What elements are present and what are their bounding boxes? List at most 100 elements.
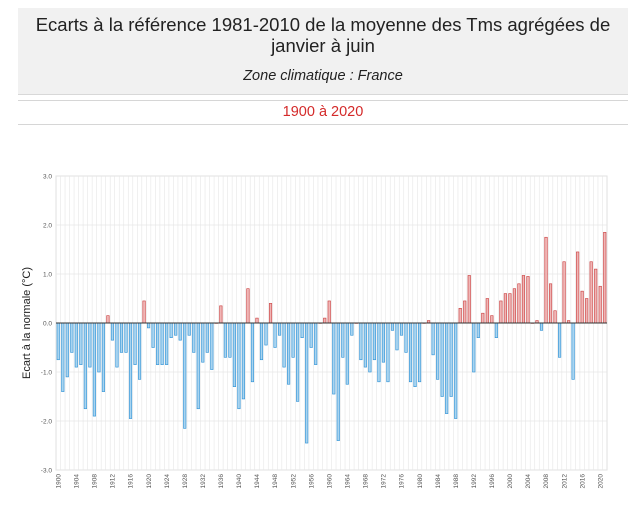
bar-1939 [232,322,236,388]
bar-1942 [246,288,250,324]
bar-1938 [228,322,232,358]
bar-1978 [408,322,413,383]
bar-2011 [558,322,562,358]
chart-title: Ecarts à la référence 1981-2010 de la mo… [35,14,611,56]
bar-1936 [219,305,223,324]
bar-1962 [336,322,340,441]
y-tick-label: -1.0 [41,369,53,376]
bar-1983 [431,322,435,356]
bar-1917 [133,322,137,365]
bar-2010 [553,310,557,324]
bar-1910 [101,322,105,392]
bar-1903 [70,322,74,353]
bar-1997 [494,322,498,338]
x-tick-label: 1996 [489,474,496,489]
x-tick-label: 1968 [363,474,370,489]
bar-1924 [165,322,169,365]
bar-2016 [580,290,584,324]
bar-1977 [404,322,408,353]
x-tick-label: 1936 [218,474,225,489]
bar-1980 [418,322,422,383]
x-tick-label: 2012 [561,474,568,489]
x-tick-label: 1940 [236,474,243,489]
bar-1989 [458,307,462,324]
bar-1911 [106,315,110,324]
x-tick-label: 1984 [435,474,442,489]
bar-1959 [323,317,327,324]
bar-1955 [305,322,309,444]
x-tick-label: 1980 [417,474,424,489]
bar-1933 [205,322,209,353]
bar-1986 [445,322,449,414]
chart-header: Ecarts à la référence 1981-2010 de la mo… [18,8,628,95]
bar-1915 [124,322,128,353]
bar-1952 [291,322,295,358]
bar-1925 [169,322,173,338]
bar-1975 [395,322,399,351]
bar-1902 [65,322,69,378]
bar-1973 [386,322,390,383]
bar-1908 [92,322,96,417]
bar-1937 [223,322,227,358]
x-tick-label: 2000 [507,474,514,489]
bar-2001 [512,288,516,324]
bar-2015 [576,251,580,324]
bar-1901 [61,322,65,392]
bar-1912 [110,322,115,341]
bar-1971 [377,322,381,383]
y-axis-title: Ecart à la normale (°C) [21,267,33,379]
bar-1985 [440,322,444,397]
bar-1916 [128,322,133,419]
bar-1920 [147,322,151,329]
bar-1904 [74,322,78,368]
x-tick-label: 1956 [308,474,315,489]
x-tick-label: 1992 [471,474,478,489]
y-tick-label: 3.0 [43,173,52,180]
x-tick-label: 2020 [597,474,604,489]
bar-1994 [481,312,485,324]
bar-1919 [142,300,146,324]
x-tick-label: 1916 [128,474,135,489]
bar-2019 [594,268,598,324]
bar-1969 [368,322,372,373]
bar-1990 [463,300,467,324]
x-tick-label: 1944 [254,474,261,489]
bar-1948 [273,322,277,348]
bar-1929 [187,322,191,336]
bar-1906 [83,322,87,410]
bar-1943 [250,322,255,383]
bar-1927 [178,322,182,341]
bar-2007 [539,322,544,331]
bar-2000 [508,293,512,324]
bar-1913 [115,322,119,368]
bar-1928 [183,322,187,429]
bar-1918 [137,322,142,380]
period-divider-top [18,100,628,101]
bar-1921 [151,322,155,348]
bar-1968 [363,322,367,368]
bar-1960 [327,300,331,324]
bar-2002 [517,283,521,324]
bar-2004 [526,276,530,324]
bar-1907 [88,322,92,368]
bar-layer [56,232,607,444]
y-tick-label: 0.0 [43,320,52,327]
bar-1909 [97,322,101,373]
bar-2003 [521,275,526,324]
x-tick-label: 1928 [182,474,189,489]
bar-1926 [174,322,178,336]
bar-1995 [485,298,489,324]
x-tick-label: 1964 [345,474,352,489]
bar-1945 [259,322,264,361]
bar-1965 [350,322,354,336]
x-tick-label: 1924 [164,474,171,489]
bar-1947 [268,303,273,324]
bar-1993 [476,322,480,338]
bar-1923 [160,322,164,365]
bar-1963 [341,322,345,358]
bar-1941 [241,322,245,400]
bar-1996 [490,315,494,324]
bar-1956 [309,322,313,348]
